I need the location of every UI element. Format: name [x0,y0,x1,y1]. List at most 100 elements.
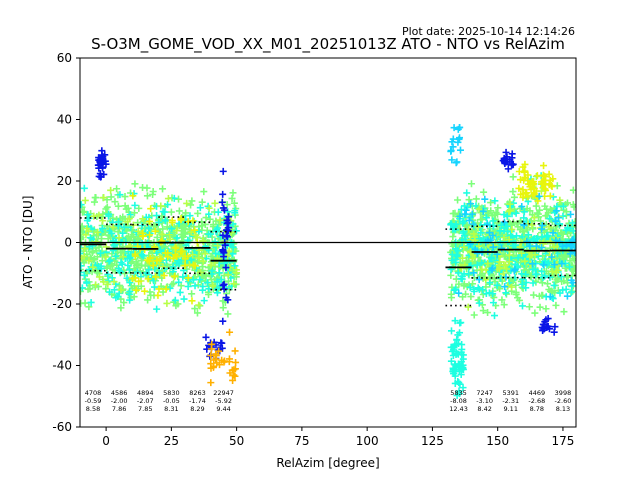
x-tick-label: 150 [486,434,509,448]
data-point [563,292,571,300]
data-point [189,217,197,225]
bin-stat-count-0: 4708 [85,389,102,397]
data-point [545,223,553,231]
data-point [110,278,118,286]
data-point [458,351,466,359]
data-point [494,210,502,218]
data-point [112,252,120,260]
data-point [125,290,133,298]
data-point [518,280,526,288]
data-point [177,216,185,224]
y-axis-label: ATO - NTO [DU] [21,196,35,289]
data-point [141,287,149,295]
data-point [82,231,90,239]
plot-area: 4708-0.598.58 4586-2.007.86 4894-2.077.85 5… [80,123,576,413]
data-point [100,194,108,202]
data-point [229,189,237,197]
data-point [551,261,559,269]
data-point [518,251,526,259]
data-point [121,193,129,201]
data-point [115,267,123,275]
data-point [501,224,509,232]
data-point [207,252,215,260]
data-point [540,172,548,180]
bin-stat-std-4: 8.29 [190,405,204,413]
bin-stat-mean-9: -2.68 [528,397,545,405]
data-point [214,242,222,250]
data-point [547,215,555,223]
data-point [482,214,490,222]
data-point [219,317,227,325]
data-point [227,239,235,247]
chart-title: S-O3M_GOME_VOD_XX_M01_20251013Z ATO - NT… [91,35,565,54]
data-point [90,198,98,206]
data-point [452,258,460,266]
data-point [214,208,222,216]
data-point [466,240,474,248]
data-point [452,285,460,293]
data-point [127,282,135,290]
data-point [489,243,497,251]
data-point [448,256,456,264]
data-point [475,276,483,284]
data-point [223,216,231,224]
data-point [546,215,554,223]
data-point [468,255,476,263]
data-point [545,259,553,267]
y-tick-label: 40 [57,113,72,127]
data-point [224,271,232,279]
data-point [163,299,171,307]
data-point [219,231,227,239]
data-point [535,292,543,300]
data-point [519,163,527,171]
data-point [521,257,529,265]
data-point [111,198,119,206]
data-point [230,199,238,207]
data-point [168,217,176,225]
data-point [85,214,93,222]
bin-stat-std-8: 9.11 [503,405,517,413]
data-point [554,274,562,282]
data-point [109,223,117,231]
data-point [509,173,517,181]
data-point [493,281,501,289]
data-point [155,285,163,293]
data-point [106,288,114,296]
data-point [228,194,236,202]
data-point [552,207,560,215]
data-point [515,167,523,175]
data-point [490,312,498,320]
data-point [153,249,161,257]
data-point [207,360,215,368]
x-tick-label: 0 [102,434,110,448]
data-point [512,281,520,289]
data-point [153,305,161,313]
data-point [177,248,185,256]
data-point [537,187,545,195]
data-point [173,234,181,242]
data-point [518,249,526,257]
data-point [509,242,517,250]
data-point [114,202,122,210]
data-point [229,243,237,251]
data-point [226,369,234,377]
data-point [514,223,522,231]
data-point [567,210,575,218]
data-point [522,270,530,278]
data-point [92,281,100,289]
data-point [475,242,483,250]
data-point [447,357,455,365]
data-point [118,246,126,254]
data-point [231,262,239,270]
data-point [473,261,481,269]
data-point [116,191,124,199]
data-point [523,237,531,245]
data-point [184,274,192,282]
y-tick-label: -60 [52,420,72,434]
data-point [536,303,544,311]
data-point [224,252,232,260]
data-point [569,279,576,287]
data-point [191,282,199,290]
data-point [216,361,224,369]
data-point [205,285,213,293]
